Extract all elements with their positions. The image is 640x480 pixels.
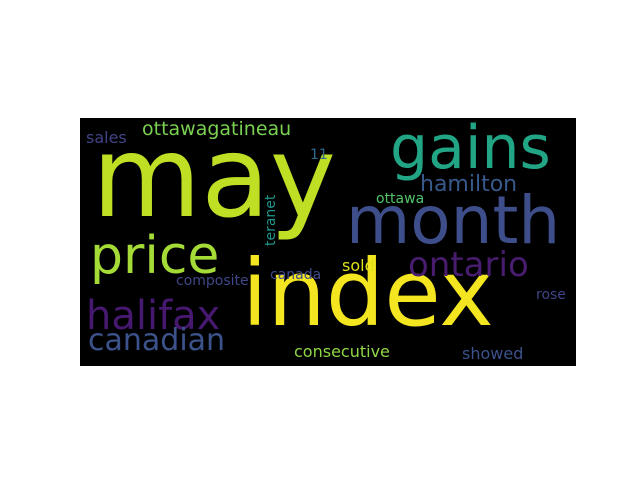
word-canada: canada <box>270 267 322 283</box>
word-cloud: may index month gains price ontario hali… <box>80 118 576 366</box>
word-ontario: ontario <box>408 245 529 285</box>
word-teranet: teranet <box>263 194 279 246</box>
word-ottawa: ottawa <box>376 191 425 207</box>
word-ottawagatineau: ottawagatineau <box>142 118 292 140</box>
word-sales: sales <box>86 128 127 147</box>
word-sold: sold <box>342 256 375 275</box>
word-hamilton: hamilton <box>420 172 518 197</box>
word-index: index <box>242 240 494 347</box>
word-canadian: canadian <box>88 323 226 358</box>
word-consecutive: consecutive <box>294 342 390 361</box>
word-price: price <box>90 226 220 286</box>
word-halifax: halifax <box>86 293 221 339</box>
word-gains: gains <box>390 118 551 183</box>
word-showed: showed <box>462 344 524 363</box>
word-month: month <box>346 182 561 259</box>
word-may: may <box>92 118 337 243</box>
word-composite: composite <box>176 273 249 289</box>
word-11: 11 <box>310 147 328 163</box>
word-rose: rose <box>536 287 566 303</box>
